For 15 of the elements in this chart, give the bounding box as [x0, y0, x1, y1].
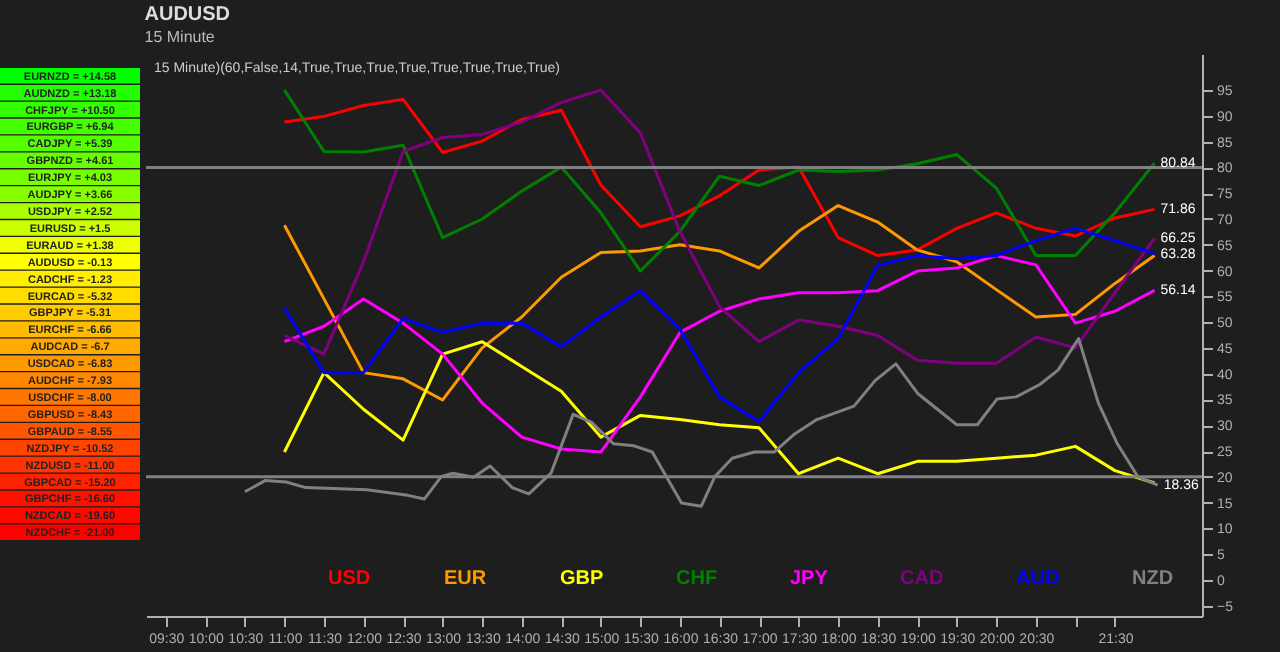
text: AUD	[1016, 568, 1060, 590]
text: JPY	[790, 568, 829, 590]
text: EUR	[444, 568, 488, 590]
text: CHF	[676, 568, 718, 590]
text: GBP	[560, 568, 604, 590]
text: USD	[328, 568, 371, 590]
line-series	[282, 204, 1157, 402]
line-series	[282, 88, 1157, 365]
text: CAD	[900, 568, 944, 590]
line-series	[282, 340, 1157, 485]
chart-subtitle: 15 Minute	[144, 28, 216, 46]
line-series	[282, 254, 1157, 454]
line-series	[282, 226, 1157, 424]
text: NZD	[1132, 568, 1174, 590]
chart-title: AUDUSD	[144, 4, 231, 26]
